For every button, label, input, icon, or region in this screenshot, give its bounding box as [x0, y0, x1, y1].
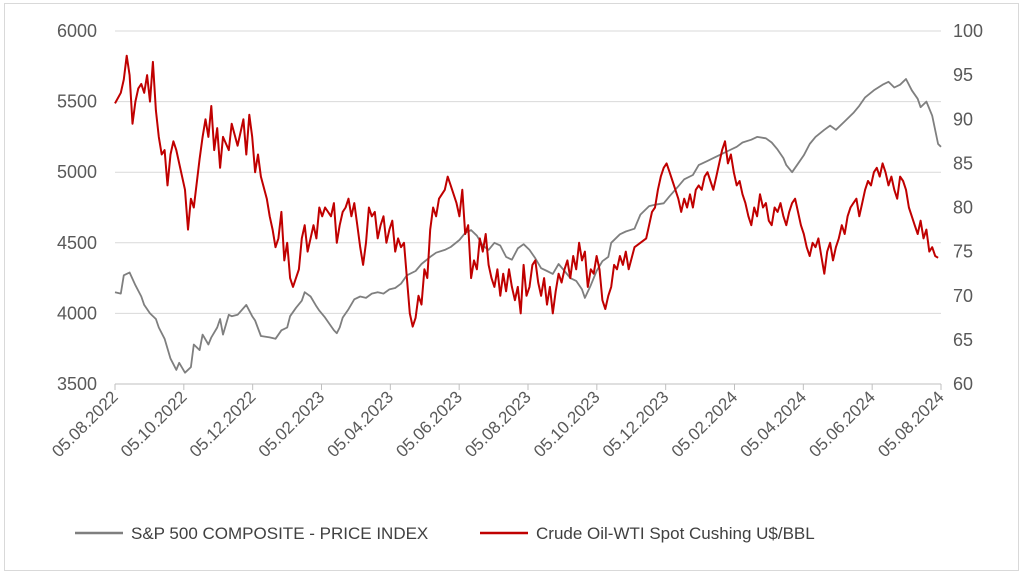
- legend-label: Crude Oil-WTI Spot Cushing U$/BBL: [536, 524, 815, 543]
- legend-label: S&P 500 COMPOSITE - PRICE INDEX: [131, 524, 428, 543]
- right-tick-label: 95: [953, 65, 973, 85]
- series-line-crude-oil: [114, 54, 939, 328]
- series-line-sp500: [114, 78, 942, 374]
- x-tick-label: 05.10.2023: [530, 387, 604, 461]
- x-tick-label: 05.06.2024: [805, 387, 879, 461]
- x-tick-label: 05.04.2023: [324, 387, 398, 461]
- chart-frame: 3500 4000 4500 5000 5500 6000 60 65 70 75 80 85 90 9…: [4, 3, 1019, 571]
- x-tick-label: 05.12.2023: [599, 387, 673, 461]
- right-tick-label: 100: [953, 21, 983, 41]
- x-tick-label: 05.08.2023: [461, 387, 535, 461]
- right-y-axis: 60 65 70 75 80 85 90 95 100: [953, 21, 983, 394]
- right-tick-label: 85: [953, 153, 973, 173]
- right-tick-label: 75: [953, 242, 973, 262]
- x-tick-label: 05.04.2024: [737, 387, 811, 461]
- left-tick-label: 6000: [57, 21, 97, 41]
- series-lines: [114, 54, 942, 374]
- left-tick-label: 4500: [57, 233, 97, 253]
- left-tick-label: 5000: [57, 162, 97, 182]
- x-tick-label: 05.02.2024: [668, 387, 742, 461]
- x-tick-label: 05.06.2023: [392, 387, 466, 461]
- x-tick-label: 05.08.2022: [48, 387, 122, 461]
- line-chart: 3500 4000 4500 5000 5500 6000 60 65 70 75 80 85 90 9…: [48, 21, 983, 543]
- x-tick-label: 05.10.2022: [117, 387, 191, 461]
- right-tick-label: 60: [953, 374, 973, 394]
- right-tick-label: 80: [953, 198, 973, 218]
- x-tick-label: 05.12.2022: [186, 387, 260, 461]
- left-y-axis: 3500 4000 4500 5000 5500 6000: [57, 21, 97, 394]
- left-tick-label: 3500: [57, 374, 97, 394]
- left-tick-label: 5500: [57, 92, 97, 112]
- x-axis: 05.08.202205.10.202205.12.202205.02.2023…: [48, 383, 948, 461]
- x-tick-label: 05.02.2023: [255, 387, 329, 461]
- right-tick-label: 65: [953, 330, 973, 350]
- gridlines: [115, 30, 941, 385]
- left-tick-label: 4000: [57, 303, 97, 323]
- x-tick-label: 05.08.2024: [874, 387, 948, 461]
- right-tick-label: 90: [953, 109, 973, 129]
- right-tick-label: 70: [953, 286, 973, 306]
- legend: S&P 500 COMPOSITE - PRICE INDEX Crude Oil…: [75, 524, 815, 543]
